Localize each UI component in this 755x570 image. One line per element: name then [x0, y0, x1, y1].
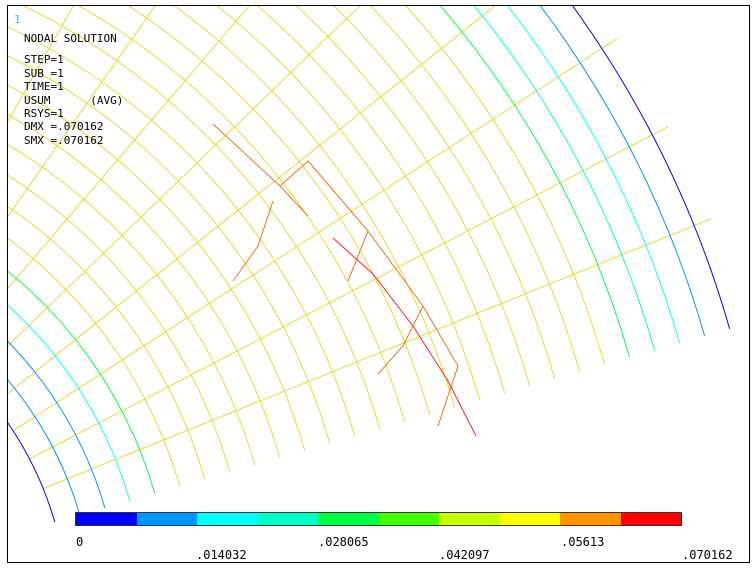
mesh-arc [8, 379, 81, 516]
mesh-arc [439, 6, 631, 358]
legend-color-7 [499, 513, 560, 525]
legend-label-1: .014032 [196, 548, 247, 562]
sub-text: SUB =1 [24, 66, 64, 80]
mesh-radial-line [29, 126, 669, 460]
mesh-arc [572, 6, 731, 329]
rsys-text: RSYS=1 [24, 106, 64, 120]
window-number: 1 [14, 13, 21, 26]
mesh-arc [8, 422, 56, 523]
mesh-arc [216, 6, 481, 401]
mesh-arc [8, 55, 331, 444]
dmx-text: DMX =.070162 [24, 120, 104, 134]
mesh-arc [295, 6, 531, 387]
mesh-arc [507, 6, 681, 344]
usum-text: USUM (AVG) [24, 93, 124, 107]
legend-label-3: .042097 [439, 548, 490, 562]
legend-label-0: 0 [76, 535, 84, 549]
graphics-window[interactable]: 1 NODAL SOLUTION STEP=1 SUB =1 TIME=1 US… [7, 5, 750, 563]
legend-color-6 [439, 513, 500, 525]
mesh-radial-line [8, 6, 361, 347]
contour-plot[interactable] [8, 6, 749, 562]
mesh-radial-line [43, 218, 712, 490]
title-text: NODAL SOLUTION [24, 32, 117, 45]
mesh-arc [539, 6, 706, 337]
mesh-radial-line [12, 38, 618, 432]
legend-color-8 [560, 513, 621, 525]
legend-color-0 [76, 513, 137, 525]
solution-info: NODAL SOLUTION STEP=1 SUB =1 TIME=1 USUM… [24, 32, 123, 147]
legend-colorbar [75, 512, 682, 526]
mesh-arc [173, 6, 456, 408]
mesh-arc [257, 6, 506, 394]
mesh-arc [128, 6, 431, 415]
mesh-arc [405, 6, 606, 365]
mesh-radial-line [8, 6, 74, 123]
mesh-arc [8, 174, 231, 473]
legend-label-2: .028065 [318, 535, 369, 549]
mesh-arc [8, 340, 106, 509]
legend-color-3 [257, 513, 318, 525]
step-text: STEP=1 [24, 53, 64, 67]
mesh-arc [22, 6, 381, 430]
mesh-arc [8, 84, 306, 451]
mesh-arc [369, 6, 581, 372]
legend-color-2 [197, 513, 258, 525]
mesh-arc [8, 114, 281, 458]
legend-color-5 [378, 513, 439, 525]
mesh-arc [333, 6, 556, 380]
legend-color-4 [318, 513, 379, 525]
mesh-radial-line [8, 6, 156, 217]
mesh-arc [8, 270, 156, 494]
contour-highlight-line [212, 123, 309, 217]
contour-highlight-line [232, 200, 274, 282]
mesh-arc [473, 6, 656, 351]
smx-text: SMX =.070162 [24, 133, 104, 147]
legend-label-5: .070162 [682, 548, 733, 562]
mesh-arc [8, 206, 206, 480]
mesh-radial-line [8, 6, 250, 289]
legend-label-4: .05613 [561, 535, 605, 549]
contour-highlight-line [279, 160, 369, 282]
contour-highlight-line [422, 305, 459, 427]
mesh-arc [8, 144, 256, 466]
legend-color-1 [136, 513, 197, 525]
mesh-arc [8, 26, 356, 437]
mesh-radial-line [8, 6, 496, 394]
legend-color-9 [620, 513, 681, 525]
mesh-arc [78, 6, 406, 423]
contour-highlight-line [367, 230, 424, 375]
time-text: TIME=1 [24, 80, 64, 94]
mesh-arc [8, 237, 181, 487]
mesh-arc [8, 305, 131, 501]
